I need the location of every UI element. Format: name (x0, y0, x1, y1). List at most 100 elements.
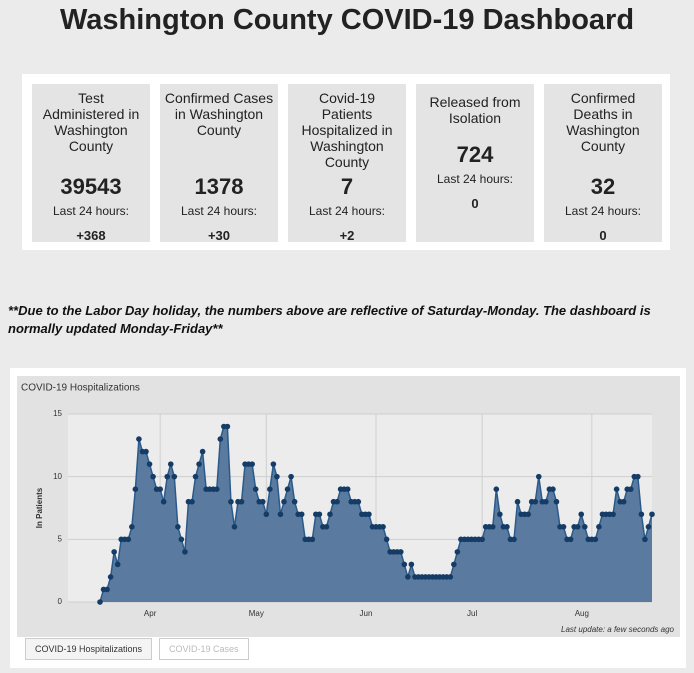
card-title: Test Administered in Washington County (42, 90, 140, 154)
point (553, 498, 560, 505)
point (344, 486, 351, 492)
tab[interactable]: COVID-19 Hospitalizations (25, 638, 153, 660)
stat-card: Confirmed Cases in Washington County 1378… (160, 84, 278, 243)
card-title: Released from Isolation (429, 94, 521, 126)
tab[interactable]: COVID-19 Cases (159, 638, 249, 660)
point (535, 473, 542, 480)
point (560, 524, 567, 530)
point (504, 524, 510, 530)
point (274, 473, 280, 480)
point (175, 524, 181, 530)
point (171, 473, 178, 480)
point (567, 536, 574, 543)
y-tick-label: 15 (53, 409, 62, 418)
point (613, 486, 620, 492)
point (199, 448, 206, 455)
point (327, 511, 333, 518)
point (638, 511, 645, 518)
point (592, 536, 599, 543)
point (610, 511, 616, 518)
stat-cards: Test Administered in Washington County 39… (22, 74, 670, 250)
point (543, 498, 549, 505)
stat-card: Confirmed Deaths in Washington County 32 L… (544, 84, 662, 243)
point (224, 423, 231, 430)
card-change: +30 (207, 228, 231, 243)
chart-title: COVID-19 Hospitalizations (21, 383, 140, 394)
card-title: Confirmed Deaths in Washington County (566, 90, 640, 154)
point (238, 498, 245, 505)
point (97, 599, 103, 605)
point (263, 511, 270, 518)
point (136, 436, 142, 442)
y-axis-label: In Patients (35, 487, 44, 528)
point (111, 549, 117, 555)
page-title: Washington County COVID-19 Dashboard (59, 4, 635, 36)
point (182, 549, 188, 555)
point (514, 498, 521, 505)
x-tick-label: Aug (575, 609, 589, 618)
point (309, 536, 316, 543)
card-change: 0 (471, 196, 479, 211)
point (114, 561, 121, 568)
card-value: 32 (590, 174, 616, 199)
card-value: 7 (340, 174, 354, 199)
point (288, 473, 294, 480)
point (355, 498, 362, 505)
point (525, 511, 531, 518)
point (160, 498, 167, 505)
point (316, 511, 323, 518)
point (323, 524, 330, 530)
point (125, 536, 132, 543)
x-tick-label: Jun (360, 609, 373, 618)
x-tick-label: May (249, 609, 264, 618)
point (489, 524, 496, 530)
area (100, 426, 652, 602)
point (479, 536, 485, 543)
stat-card: Test Administered in Washington County 39… (32, 84, 150, 243)
point (383, 536, 390, 543)
chart-panel: COVID-19 Hospitalizations In Patients La… (10, 368, 686, 668)
point (451, 561, 457, 568)
last-update: Last update: a few seconds ago (561, 625, 675, 634)
point (620, 498, 627, 505)
point (217, 436, 224, 442)
point (397, 549, 404, 555)
point (578, 511, 585, 518)
point (178, 536, 185, 543)
point (231, 524, 238, 530)
point (596, 524, 602, 530)
card-sublabel: Last 24 hours: (52, 204, 130, 218)
point (645, 524, 652, 530)
point (334, 498, 340, 505)
card-title: Confirmed Cases in Washington County (164, 90, 274, 138)
card-value: 724 (456, 142, 494, 167)
point (447, 574, 454, 580)
point (146, 461, 153, 467)
point (493, 486, 500, 492)
y-tick-label: 5 (58, 534, 63, 543)
point (291, 498, 298, 505)
card-sublabel: Last 24 hours: (564, 204, 642, 218)
x-tick-label: Apr (144, 609, 157, 618)
point (380, 524, 386, 530)
point (249, 461, 255, 467)
point (281, 498, 287, 505)
card-value: 39543 (60, 174, 122, 199)
point (298, 511, 305, 518)
chart: COVID-19 Hospitalizations In Patients La… (17, 376, 680, 637)
point (574, 524, 581, 530)
y-tick-label: 0 (58, 597, 63, 606)
point (213, 486, 220, 492)
point (167, 461, 174, 467)
point (581, 524, 588, 530)
point (259, 498, 266, 505)
point (104, 586, 110, 593)
point (129, 524, 135, 530)
point (408, 561, 415, 568)
x-tick-label: Jul (467, 609, 477, 618)
point (454, 549, 461, 555)
point (511, 536, 517, 543)
card-sublabel: Last 24 hours: (180, 204, 258, 218)
card-title: Covid-19 Patients Hospitalized in Washin… (301, 90, 393, 170)
